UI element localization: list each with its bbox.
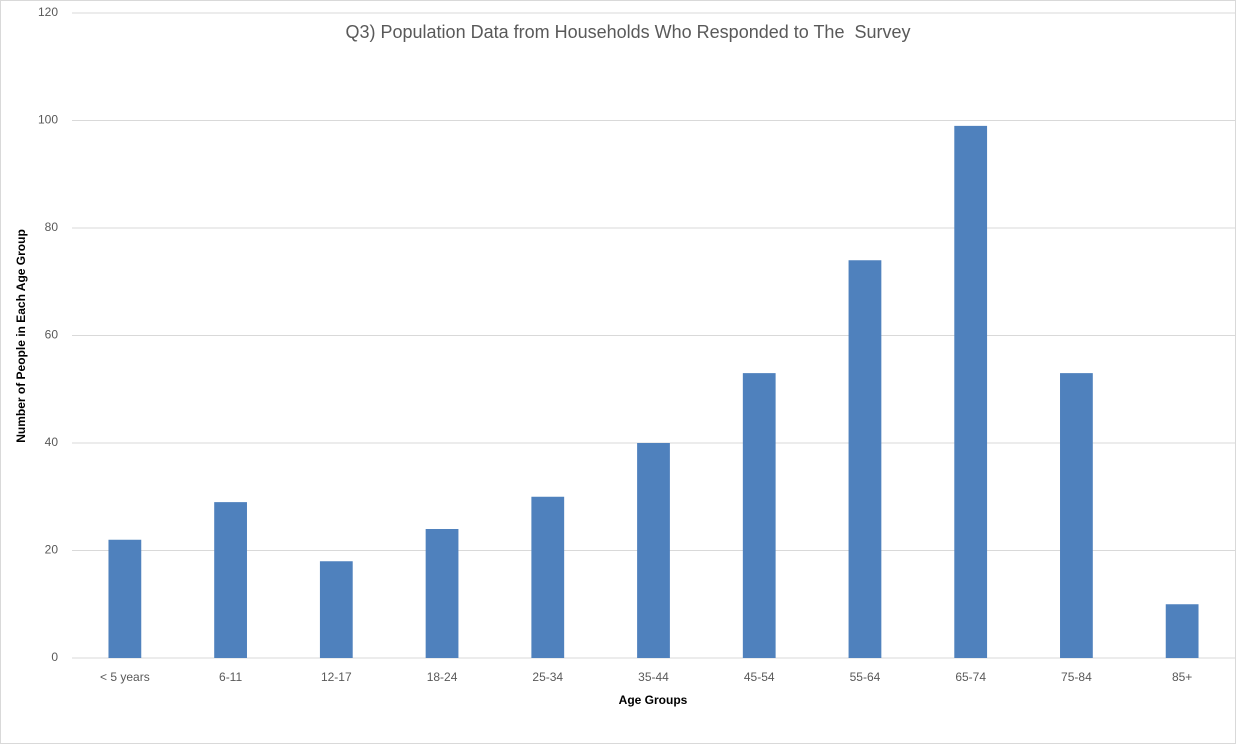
y-tick-label: 60 <box>45 328 59 342</box>
y-tick-label: 0 <box>51 650 58 664</box>
bar <box>637 443 670 658</box>
y-tick-label: 120 <box>38 5 58 19</box>
y-tick-label: 40 <box>45 435 59 449</box>
x-tick-label: 85+ <box>1172 670 1192 684</box>
x-tick-label: 6-11 <box>219 670 242 684</box>
bar <box>214 502 247 658</box>
bar <box>848 260 882 658</box>
x-tick-label: 55-64 <box>850 670 881 684</box>
bar <box>954 125 988 658</box>
x-tick-label: 75-84 <box>1061 670 1092 684</box>
y-axis-title: Number of People in Each Age Group <box>14 229 28 443</box>
x-tick-label: 65-74 <box>955 670 986 684</box>
bar <box>531 496 565 658</box>
y-tick-label: 20 <box>45 543 59 557</box>
bar <box>1060 373 1093 658</box>
chart-title: Q3) Population Data from Households Who … <box>346 22 911 42</box>
x-axis-title: Age Groups <box>619 693 688 707</box>
bar <box>425 529 459 658</box>
x-tick-label: 25-34 <box>532 670 563 684</box>
bar <box>108 539 142 658</box>
x-tick-label: 12-17 <box>321 670 352 684</box>
x-tick-label: 45-54 <box>744 670 775 684</box>
bar <box>319 561 353 658</box>
bar <box>1165 604 1199 658</box>
x-tick-label: 35-44 <box>638 670 669 684</box>
bar <box>742 373 776 658</box>
x-tick-label: 18-24 <box>427 670 458 684</box>
y-tick-label: 100 <box>38 113 58 127</box>
y-tick-label: 80 <box>45 220 59 234</box>
x-tick-label: < 5 years <box>100 670 150 684</box>
